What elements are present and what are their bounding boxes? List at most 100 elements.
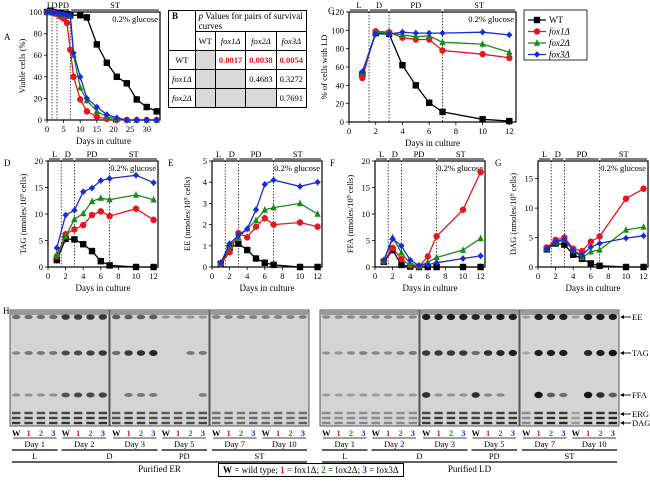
data-point-circle — [424, 253, 431, 260]
data-point-diamond — [479, 28, 486, 36]
band-ee — [161, 315, 170, 319]
data-point-square — [479, 116, 486, 123]
lane-label: W — [522, 428, 531, 438]
band-low — [161, 421, 170, 425]
data-point-diamond — [380, 256, 387, 264]
x-tick-label: 8 — [443, 271, 447, 281]
data-point-triangle — [80, 209, 87, 217]
arrow-head-icon — [620, 393, 624, 397]
x-tick-label: 10 — [622, 271, 631, 281]
band-low — [24, 421, 33, 425]
data-point-square — [533, 16, 541, 24]
data-point-square — [71, 236, 78, 243]
band-tag — [359, 351, 368, 355]
data-point-square — [83, 14, 91, 21]
data-point-diamond — [71, 207, 78, 214]
row-label: fox1Δ — [168, 69, 196, 89]
data-point-circle — [261, 215, 268, 222]
band-low — [236, 416, 246, 420]
lane-label: W — [571, 428, 580, 438]
series-line — [47, 11, 157, 121]
band-ee — [198, 315, 207, 319]
day-label: Day 3 — [124, 439, 145, 449]
data-point-triangle — [71, 215, 78, 222]
band-low — [434, 411, 443, 415]
band-ee — [61, 314, 70, 320]
phase-label: ST — [456, 149, 467, 159]
band-ee — [559, 313, 568, 321]
band-tag — [49, 351, 58, 355]
data-point-circle — [433, 233, 440, 240]
band-ffa — [24, 393, 33, 397]
band-low — [286, 411, 295, 415]
band-low — [359, 411, 368, 415]
y-tick-label: 4 — [203, 177, 208, 187]
lane-label: 3 — [51, 428, 55, 438]
col-header-fox2: fox2Δ — [245, 31, 277, 51]
y-tick-label: 2 — [203, 220, 207, 230]
series-1 — [359, 27, 513, 82]
band-low — [608, 416, 617, 420]
data-point-square — [244, 246, 251, 254]
data-point-circle — [398, 255, 405, 263]
data-point-diamond — [270, 176, 277, 184]
band-low — [112, 416, 121, 420]
band-low — [508, 411, 517, 415]
band-low — [383, 421, 393, 425]
series-line — [361, 32, 510, 122]
band-ee — [371, 315, 380, 319]
band-label: EE — [632, 312, 642, 322]
x-tick-label: 4 — [400, 126, 405, 136]
band-low — [224, 411, 233, 415]
data-point-circle — [314, 223, 321, 230]
band-low — [346, 411, 356, 415]
band-label: DAG — [632, 418, 650, 428]
data-point-circle — [506, 54, 513, 62]
band-low — [408, 416, 417, 420]
band-low — [273, 416, 283, 420]
band-ee — [383, 315, 393, 319]
phase-label: D — [392, 149, 398, 159]
data-point-square — [150, 263, 157, 271]
band-ee — [522, 315, 531, 319]
gel-solvent-front — [111, 311, 208, 315]
y-tick-label: 0 — [203, 262, 207, 272]
band-ffa — [36, 393, 46, 397]
y-tick-label: 20 — [34, 93, 43, 103]
gel-solvent-front — [421, 311, 518, 315]
band-tag — [546, 349, 556, 357]
day-label: Day 2 — [74, 439, 95, 449]
data-point-square — [88, 247, 96, 255]
band-low — [36, 411, 46, 415]
band-low — [73, 411, 83, 415]
lane-label: W — [212, 428, 221, 438]
band-low — [86, 411, 95, 415]
band-low — [298, 421, 307, 425]
data-point-diamond — [506, 31, 513, 39]
y-tick-label: 20 — [35, 156, 44, 166]
lane-label: 3 — [301, 428, 305, 438]
y-axis-label: EE (nmoles/10⁹ cells) — [182, 177, 192, 251]
lane-label: 1 — [126, 428, 130, 438]
data-point-triangle — [596, 246, 603, 253]
band-tag — [596, 349, 605, 357]
data-point-diamond — [314, 179, 321, 186]
row-label: fox2Δ — [168, 88, 196, 108]
data-point-diamond — [43, 8, 51, 16]
band-low — [522, 421, 531, 425]
band-ffa — [608, 392, 617, 398]
data-point-triangle — [477, 234, 484, 242]
data-point-diamond — [640, 232, 647, 239]
band-low — [136, 411, 146, 415]
y-tick-label: 1 — [203, 241, 207, 251]
band-tag — [408, 351, 417, 355]
data-point-square — [261, 259, 268, 266]
series-line — [383, 171, 482, 268]
y-tick-label: 0 — [39, 262, 43, 272]
band-low — [98, 421, 107, 425]
data-point-circle — [67, 46, 74, 53]
y-tick-label: 40 — [336, 80, 345, 90]
band-low — [273, 421, 283, 425]
